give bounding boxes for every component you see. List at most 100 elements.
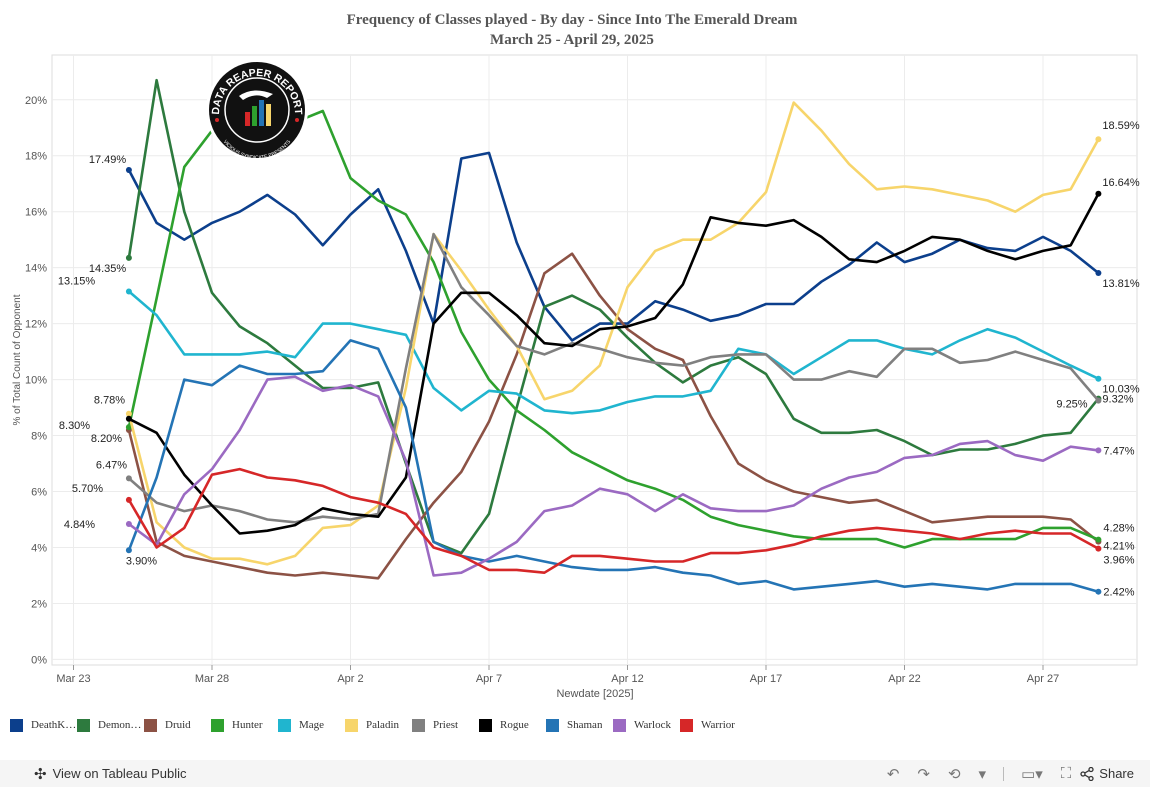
series-end-label: 9.32% xyxy=(1102,394,1133,406)
y-tick-label: 2% xyxy=(31,598,47,610)
legend-item[interactable]: Priest xyxy=(412,718,479,732)
legend-item[interactable]: Warrior xyxy=(680,718,747,732)
series-end-dot-priest[interactable] xyxy=(1095,397,1102,404)
logo-bar-1 xyxy=(245,112,250,126)
legend-label: DeathK… xyxy=(31,719,77,731)
logo-dot-left xyxy=(215,118,219,122)
series-start-dot-deathk[interactable] xyxy=(125,167,132,174)
legend-label: Warrior xyxy=(701,719,735,731)
y-tick-label: 10% xyxy=(25,375,47,387)
y-tick-label: 0% xyxy=(31,654,47,666)
y-tick-label: 20% xyxy=(25,95,47,107)
y-axis-title: % of Total Count of Opponent xyxy=(12,294,23,425)
series-line-rogue[interactable] xyxy=(128,193,1100,535)
pause-dropdown-icon[interactable]: ▾ xyxy=(978,765,987,783)
series-end-dot-deathk[interactable] xyxy=(1095,269,1102,276)
series-start-dot-mage[interactable] xyxy=(125,288,132,295)
x-tick-label: Apr 7 xyxy=(476,673,502,685)
series-start-label: 14.35% xyxy=(89,263,127,275)
share-label: Share xyxy=(1099,766,1134,781)
toolbar-divider xyxy=(1003,766,1005,781)
legend-swatch xyxy=(680,718,693,732)
series-lines[interactable] xyxy=(125,78,1102,595)
legend-item[interactable]: Paladin xyxy=(345,718,412,732)
legend-item[interactable]: Hunter xyxy=(211,718,278,732)
x-tick-label: Mar 28 xyxy=(195,673,229,685)
series-start-dot-rogue[interactable] xyxy=(125,415,132,422)
legend-item[interactable]: Rogue xyxy=(479,718,546,732)
x-axis-title: Newdate [2025] xyxy=(556,688,633,700)
series-start-label: 6.47% xyxy=(96,459,127,471)
logo-scythe-icon xyxy=(239,90,273,100)
legend-swatch xyxy=(412,718,425,732)
legend: DeathK… Demon… Druid Hunter Mage Paladin Pries… xyxy=(10,714,747,736)
legend-item[interactable]: Warlock xyxy=(613,718,680,732)
axes: 0% 2% 4% 6% 8% 10% 12% 14% 16% 18% 20% Mar 23 Mar 28… xyxy=(25,95,1059,685)
toolbar: ↶ ↷ ⟲ ▾ ▭▾ ⛶ Share xyxy=(878,760,1134,787)
x-tick-label: Apr 27 xyxy=(1027,673,1059,685)
series-end-dot-shaman[interactable] xyxy=(1095,588,1102,595)
y-tick-label: 8% xyxy=(31,431,47,443)
series-start-label: 8.20% xyxy=(91,433,122,445)
x-tick-label: Apr 17 xyxy=(750,673,782,685)
legend-item[interactable]: DeathK… xyxy=(10,718,77,732)
fullscreen-icon[interactable]: ⛶ xyxy=(1060,765,1072,782)
y-tick-label: 6% xyxy=(31,487,47,499)
series-start-dot-demon[interactable] xyxy=(125,254,132,261)
series-end-dot-rogue[interactable] xyxy=(1095,190,1102,197)
series-end-label: 9.25% xyxy=(1056,399,1087,411)
legend-item[interactable]: Shaman xyxy=(546,718,613,732)
series-line-shaman[interactable] xyxy=(127,339,1099,593)
legend-label: Shaman xyxy=(567,719,603,731)
series-start-dot-hunter[interactable] xyxy=(125,424,132,431)
series-end-dot-hunter[interactable] xyxy=(1095,536,1102,543)
tableau-footer: ✣ View on Tableau Public ↶ ↷ ⟲ ▾ ▭▾ ⛶ Sh… xyxy=(0,760,1150,787)
series-end-label: 10.03% xyxy=(1102,384,1140,396)
series-line-priest[interactable] xyxy=(128,232,1100,524)
revert-icon[interactable]: ⟲ xyxy=(947,765,961,783)
series-start-label: 8.78% xyxy=(94,395,125,407)
share-button[interactable]: Share xyxy=(1080,766,1134,781)
data-reaper-report-logo: DATA REAPER REPORT VICIOUS SYNDICATE PRE… xyxy=(206,59,308,161)
legend-label: Warlock xyxy=(634,719,671,731)
legend-label: Paladin xyxy=(366,719,399,731)
legend-swatch xyxy=(613,718,626,732)
legend-item[interactable]: Druid xyxy=(144,718,211,732)
legend-item[interactable]: Demon… xyxy=(77,718,144,732)
view-on-tableau-public-link[interactable]: ✣ View on Tableau Public xyxy=(34,765,187,783)
series-line-druid[interactable] xyxy=(127,252,1100,580)
series-start-dot-warlock[interactable] xyxy=(125,520,132,527)
series-end-dot-mage[interactable] xyxy=(1095,375,1102,382)
redo-icon[interactable]: ↷ xyxy=(917,765,930,783)
comment-download-icon[interactable]: ▭▾ xyxy=(1021,765,1043,783)
series-end-dot-warrior[interactable] xyxy=(1095,545,1102,552)
series-end-label: 13.81% xyxy=(1102,278,1140,290)
legend-label: Priest xyxy=(433,719,459,731)
legend-swatch xyxy=(278,718,291,732)
share-icon xyxy=(1080,766,1094,781)
y-tick-label: 14% xyxy=(25,263,47,275)
y-tick-label: 16% xyxy=(25,207,47,219)
logo-dot-right xyxy=(295,118,299,122)
legend-swatch xyxy=(479,718,492,732)
legend-swatch xyxy=(144,718,157,732)
series-end-label: 18.59% xyxy=(1102,120,1140,132)
series-line-warrior[interactable] xyxy=(127,467,1100,575)
series-start-dot-shaman[interactable] xyxy=(125,547,132,554)
series-start-label: 3.90% xyxy=(126,555,157,567)
series-line-warlock[interactable] xyxy=(128,375,1099,577)
series-end-dot-warlock[interactable] xyxy=(1095,447,1102,454)
y-tick-label: 12% xyxy=(25,319,47,331)
logo-bar-2 xyxy=(252,106,257,126)
series-line-paladin[interactable] xyxy=(127,101,1100,566)
series-start-dot-warrior[interactable] xyxy=(125,496,132,503)
logo-inner-ring xyxy=(224,77,290,143)
legend-swatch xyxy=(546,718,559,732)
series-start-dot-priest[interactable] xyxy=(125,475,132,482)
series-end-dot-paladin[interactable] xyxy=(1095,136,1102,143)
x-tick-label: Apr 22 xyxy=(888,673,920,685)
undo-icon[interactable]: ↶ xyxy=(886,765,900,783)
series-end-label: 16.64% xyxy=(1102,177,1140,189)
series-start-dot-paladin[interactable] xyxy=(125,410,132,417)
legend-item[interactable]: Mage xyxy=(278,718,345,732)
